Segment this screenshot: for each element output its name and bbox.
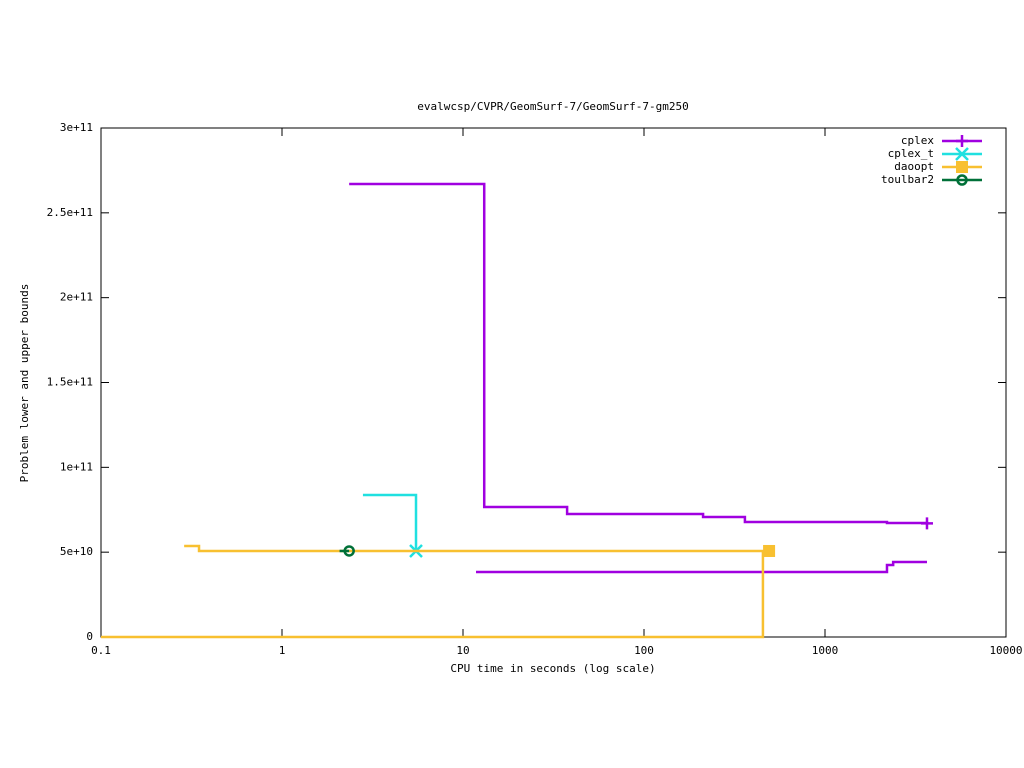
marker: [920, 517, 933, 530]
chart-title: evalwcsp/CVPR/GeomSurf-7/GeomSurf-7-gm25…: [417, 100, 689, 113]
x-tick-label: 1: [279, 644, 286, 657]
legend-marker: [956, 174, 968, 186]
series-line: [349, 182, 929, 525]
y-tick-label: 3e+11: [60, 121, 93, 134]
y-tick-label: 0: [86, 630, 93, 643]
legend-label: daoopt: [894, 160, 934, 173]
legend-label: toulbar2: [881, 173, 934, 186]
y-axis-label: Problem lower and upper bounds: [18, 284, 31, 483]
x-tick-label: 10: [456, 644, 469, 657]
x-tick-label: 100: [634, 644, 654, 657]
y-tick-label: 5e+10: [60, 545, 93, 558]
series-line: [101, 550, 765, 639]
y-tick-label: 1.5e+11: [47, 376, 93, 389]
legend-marker: [955, 147, 969, 161]
x-tick-label: 1000: [812, 644, 839, 657]
legend-marker: [956, 161, 968, 173]
series-line: [184, 544, 770, 553]
series-line: [362, 493, 418, 551]
legend-label: cplex: [901, 134, 934, 147]
y-tick-label: 1e+11: [60, 460, 93, 473]
x-tick-label: 0.1: [91, 644, 111, 657]
x-tick-label: 10000: [989, 644, 1022, 657]
y-tick-label: 2e+11: [60, 291, 93, 304]
x-axis-label: CPU time in seconds (log scale): [450, 662, 655, 675]
marker: [343, 545, 355, 557]
y-tick-label: 2.5e+11: [47, 206, 93, 219]
marker: [763, 544, 776, 557]
legend-marker: [956, 135, 968, 147]
plot-frame: [100, 127, 1007, 638]
series-line: [476, 560, 927, 574]
legend-label: cplex_t: [888, 147, 934, 160]
